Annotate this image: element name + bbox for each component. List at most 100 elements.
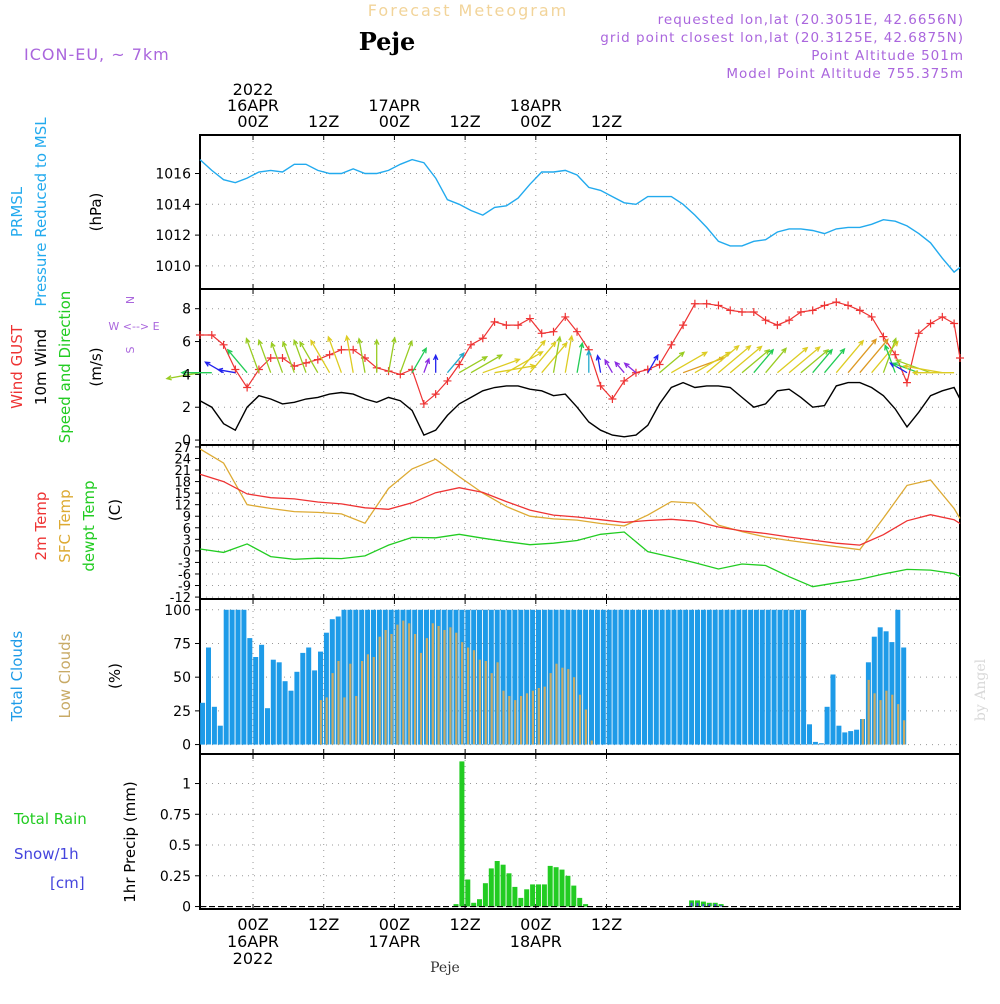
- rain-bar: [500, 864, 506, 907]
- total-cloud-bar: [583, 609, 589, 745]
- total-cloud-bar: [323, 632, 329, 745]
- total-cloud-bar: [624, 609, 630, 745]
- top-time-label: 16APR: [227, 96, 279, 115]
- low-cloud-bar: [531, 690, 534, 745]
- gust-marker: [690, 299, 699, 308]
- low-cloud-bar: [343, 697, 346, 745]
- low-cloud-bar: [455, 632, 458, 745]
- gust-marker: [714, 301, 723, 310]
- wind10-line: [199, 381, 961, 438]
- total-cloud-bar: [854, 729, 860, 745]
- low-cloud-bar: [496, 662, 499, 745]
- gust-marker: [525, 314, 534, 323]
- total-cloud-bar: [618, 609, 624, 745]
- top-time-label: 12Z: [591, 112, 622, 131]
- ytick-label: 15: [174, 487, 191, 502]
- total-cloud-bar: [777, 609, 783, 745]
- low-cloud-bar: [384, 630, 387, 745]
- low-cloud-bar: [325, 697, 328, 745]
- gust-marker: [443, 376, 452, 385]
- ytick-label: 25: [173, 704, 191, 720]
- bottom-time-label: 12Z: [449, 915, 480, 934]
- rain-bar: [583, 904, 589, 907]
- total-cloud-bar: [695, 609, 700, 745]
- wind-arrow: [741, 349, 771, 374]
- low-cloud-bar: [402, 620, 405, 745]
- gust-marker: [419, 399, 428, 408]
- snow-bar: [690, 902, 693, 907]
- rain-bar: [465, 879, 471, 907]
- gust-marker: [738, 307, 747, 316]
- total-cloud-bar: [712, 609, 718, 745]
- bottom-time-label: 16APR: [227, 932, 279, 951]
- temp-2m-label: 2m Temp: [32, 492, 50, 561]
- gust-marker: [956, 353, 964, 362]
- gust-marker: [514, 321, 523, 330]
- snow-bar: [708, 904, 711, 907]
- top-time-label: 17APR: [368, 96, 420, 115]
- total-cloud-bar: [306, 647, 312, 745]
- gust-marker: [219, 340, 228, 349]
- total-cloud-bar: [276, 662, 282, 745]
- ytick-label: 27: [174, 441, 191, 456]
- low-cloud-bar: [537, 688, 540, 745]
- total-cloud-bar: [848, 731, 854, 745]
- total-cloud-bar: [506, 609, 512, 745]
- total-cloud-bar: [877, 627, 883, 745]
- gust-marker: [561, 312, 570, 321]
- total-cloud-bar: [265, 708, 270, 745]
- wind-arrow: [595, 354, 602, 373]
- total-cloud-bar: [830, 674, 836, 745]
- ytick-label: 6: [182, 335, 191, 351]
- ytick-label: 1010: [155, 259, 191, 275]
- wind-arrow: [281, 340, 295, 373]
- total-cloud-bar: [736, 609, 742, 745]
- total-cloud-bar: [512, 609, 518, 745]
- low-cloud-bar: [543, 686, 546, 745]
- low-cloud-bar: [514, 700, 517, 745]
- bottom-time-label: 18APR: [510, 932, 562, 951]
- model-name: ICON-EU, ~ 7km: [24, 45, 170, 64]
- rain-bar: [488, 868, 494, 907]
- total-cloud-bar: [742, 609, 748, 745]
- total-cloud-bar: [706, 609, 712, 745]
- low-cloud-bar: [331, 673, 334, 745]
- top-time-label: 00Z: [379, 112, 410, 131]
- bottom-time-label: 17APR: [368, 932, 420, 951]
- wind-arrow: [623, 362, 637, 374]
- ytick-label: 50: [173, 670, 191, 686]
- bottom-time-label: 12Z: [308, 915, 339, 934]
- rain-bar: [506, 873, 512, 907]
- rain-bar: [453, 904, 459, 907]
- wind-speed-dir-label: Speed and Direction: [56, 291, 74, 444]
- snow-label: Snow/1h: [14, 845, 79, 863]
- total-cloud-bar: [818, 743, 824, 745]
- low-cloud-bar: [573, 677, 576, 745]
- point-altitude: Point Altitude 501m: [811, 48, 964, 64]
- gust-marker: [914, 329, 923, 338]
- low-cloud-bar: [567, 669, 570, 745]
- rain-bar: [571, 885, 577, 907]
- wind-arrow: [576, 341, 585, 373]
- total-cloud-bar: [223, 609, 229, 745]
- low-cloud-bar: [425, 638, 428, 745]
- compass-north: N: [124, 296, 137, 304]
- wind-arrow: [647, 353, 659, 374]
- gust-marker: [313, 355, 322, 364]
- total-cloud-bar: [801, 609, 807, 745]
- ytick-label: 9: [183, 510, 191, 525]
- low-cloud-bar: [502, 690, 505, 745]
- wind-arrow: [216, 367, 236, 374]
- low-cloud-bar: [372, 657, 375, 745]
- wind-arrow: [894, 359, 931, 374]
- low-cloud-bar: [903, 720, 906, 745]
- total-cloud-bar: [536, 609, 541, 745]
- ytick-label: -9: [178, 580, 191, 595]
- ytick-label: 6: [183, 522, 191, 537]
- wind-arrow: [614, 361, 625, 374]
- gust-marker: [502, 321, 511, 330]
- pressure-label-2: Pressure Reduced to MSL: [32, 117, 50, 307]
- ytick-label: 0: [182, 900, 191, 916]
- ytick-label: 0.75: [160, 807, 191, 823]
